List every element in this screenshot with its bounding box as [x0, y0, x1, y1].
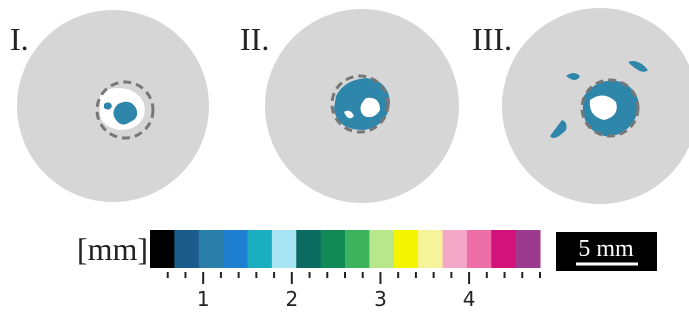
tick-label: 3 [374, 287, 387, 311]
panel-label: III. [472, 21, 512, 57]
color-segment [150, 230, 175, 268]
colorbar-unit: [mm] [77, 231, 148, 267]
tick-label: 1 [197, 287, 210, 311]
color-segment [418, 230, 443, 268]
colorbar: 1 2 3 4 [150, 230, 541, 311]
color-segment [296, 230, 321, 268]
scale-bar-label: 5 mm [578, 236, 634, 262]
color-segment [369, 230, 394, 268]
tick-label: 2 [285, 287, 298, 311]
color-segment [345, 230, 370, 268]
color-segment [272, 230, 297, 268]
color-segment [467, 230, 492, 268]
color-segment [394, 230, 419, 268]
page: I. II. III. [mm] 1234 5 mm (() => { cons… [0, 0, 689, 324]
panel-label: II. [240, 21, 269, 57]
tick-label: 4 [463, 287, 476, 311]
color-segment [491, 230, 516, 268]
color-segment [321, 230, 346, 268]
panel-label: I. [10, 21, 29, 57]
color-segment [199, 230, 224, 268]
color-segment [223, 230, 248, 268]
figure: I. II. III. [mm] 1 2 3 4 5 mm [0, 0, 689, 324]
color-segment [516, 230, 541, 268]
disks [17, 8, 689, 204]
color-segment [174, 230, 199, 268]
color-segment [443, 230, 468, 268]
color-segment [248, 230, 273, 268]
